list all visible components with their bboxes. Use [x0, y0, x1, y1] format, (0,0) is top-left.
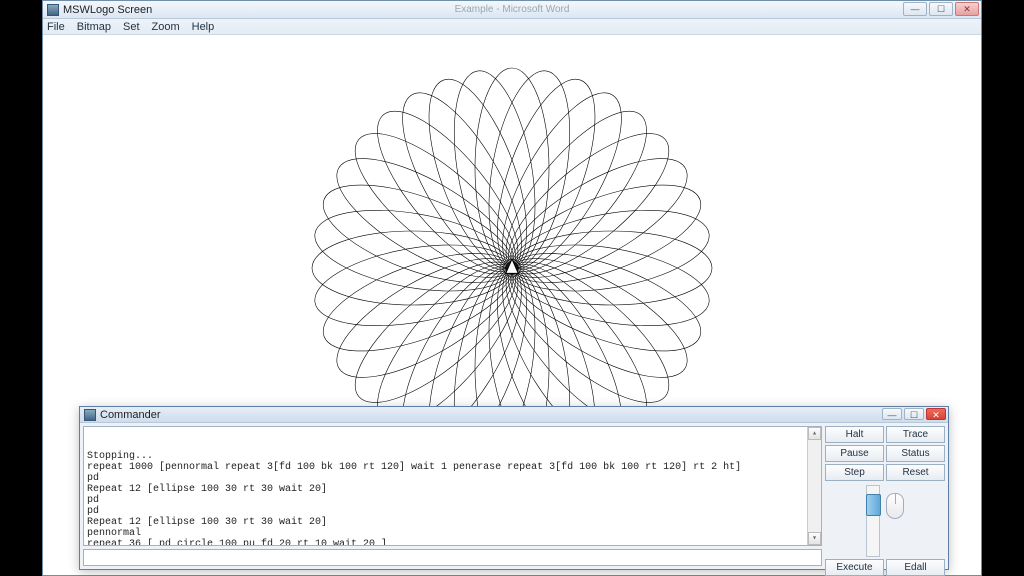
speed-slider[interactable]: [866, 485, 880, 557]
side-panel: Halt Trace Pause Status Step Reset Execu…: [825, 423, 948, 569]
commander-minimize-button[interactable]: —: [882, 408, 902, 420]
scroll-up-button[interactable]: ▴: [808, 427, 821, 440]
output-text: Stopping... repeat 1000 [pennormal repea…: [87, 451, 818, 546]
commander-window: Commander — ☐ ✕ Stopping... repeat 1000 …: [79, 406, 949, 570]
commander-title: Commander: [100, 409, 161, 421]
pause-button[interactable]: Pause: [825, 445, 884, 462]
close-button[interactable]: ✕: [955, 2, 979, 16]
output-scrollbar[interactable]: ▴ ▾: [807, 427, 821, 545]
app-icon: [47, 4, 59, 16]
main-title: MSWLogo Screen: [63, 4, 152, 16]
commander-maximize-button[interactable]: ☐: [904, 408, 924, 420]
menu-set[interactable]: Set: [123, 21, 140, 33]
menubar: File Bitmap Set Zoom Help: [43, 19, 981, 35]
menu-file[interactable]: File: [47, 21, 65, 33]
menu-bitmap[interactable]: Bitmap: [77, 21, 111, 33]
step-button[interactable]: Step: [825, 464, 884, 481]
scroll-down-button[interactable]: ▾: [808, 532, 821, 545]
halt-button[interactable]: Halt: [825, 426, 884, 443]
minimize-button[interactable]: —: [903, 2, 927, 16]
status-button[interactable]: Status: [886, 445, 945, 462]
commander-close-button[interactable]: ✕: [926, 408, 946, 420]
commander-titlebar[interactable]: Commander — ☐ ✕: [80, 407, 948, 423]
slider-thumb[interactable]: [866, 494, 881, 516]
execute-button[interactable]: Execute: [825, 559, 884, 576]
maximize-button[interactable]: ☐: [929, 2, 953, 16]
trace-button[interactable]: Trace: [886, 426, 945, 443]
drawing-canvas: [44, 36, 981, 406]
mouse-icon: [886, 493, 904, 519]
command-input[interactable]: [83, 549, 822, 566]
edall-button[interactable]: Edall: [886, 559, 945, 576]
commander-icon: [84, 409, 96, 421]
output-pane: Stopping... repeat 1000 [pennormal repea…: [83, 426, 822, 546]
main-titlebar[interactable]: MSWLogo Screen Example - Microsoft Word …: [43, 1, 981, 19]
menu-help[interactable]: Help: [192, 21, 215, 33]
menu-zoom[interactable]: Zoom: [152, 21, 180, 33]
background-hint: Example - Microsoft Word: [455, 4, 570, 15]
reset-button[interactable]: Reset: [886, 464, 945, 481]
